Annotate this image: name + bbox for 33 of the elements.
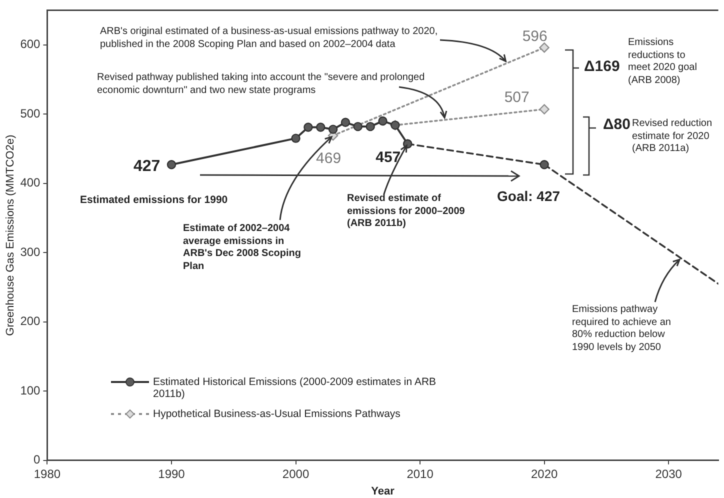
annotation: 596 <box>522 28 548 46</box>
annotation: 427 <box>133 156 160 177</box>
x-tick-label: 2030 <box>655 466 682 481</box>
x-tick-label: 2020 <box>530 466 558 481</box>
annotation: 457 <box>376 148 401 168</box>
annotation: Estimated emissions for 1990 <box>80 194 228 208</box>
annotation: Emissions pathway required to achieve an 80% reduction below 1990 levels by 2050 <box>572 304 672 354</box>
legend-label: Estimated Historical Emissions (2000-2009 estimates in ARB 2011b) <box>153 376 438 400</box>
y-tick-label: 400 <box>20 176 41 190</box>
y-tick-label: 200 <box>20 314 41 328</box>
annotation: Revised reduction estimate for 2020 (ARB 2011a) <box>632 118 714 156</box>
annotation: Revised pathway published taking into account the "severe and prolonged economic downturn" and two new state programs <box>97 72 426 97</box>
annotation: ARB's original estimated of a business-as-usual emissions pathway to 2020, published in the 2008 Scoping Plan and based on 2002–2004 data <box>100 26 439 51</box>
y-tick-label: 0 <box>34 452 41 467</box>
annotation: 469 <box>316 150 342 168</box>
annotation: 507 <box>504 89 530 108</box>
annotation: Emissions reductions to meet 2020 goal (ARB 2008) <box>628 37 698 87</box>
y-tick-label: 300 <box>20 244 41 259</box>
annotation: Δ169 <box>584 58 620 77</box>
annotation: Goal: 427 <box>497 188 560 206</box>
x-tick-label: 2010 <box>406 466 434 481</box>
annotation: Δ80 <box>603 116 630 135</box>
y-tick-label: 500 <box>20 106 41 120</box>
annotation: Revised estimate of emissions for 2000–2009 (ARB 2011b) <box>347 193 466 230</box>
x-tick-label: 1990 <box>158 466 186 481</box>
annotation: Estimate of 2002–2004 average emissions in ARB's Dec 2008 Scoping Plan <box>183 223 302 273</box>
y-axis-title: Greenhouse Gas Emissions (MMTCO2e) <box>4 134 17 336</box>
legend-label: Hypothetical Business-as-Usual Emissions Pathways <box>153 408 400 420</box>
x-tick-label: 1980 <box>34 466 61 481</box>
y-tick-label: 600 <box>20 37 41 52</box>
x-tick-label: 2000 <box>282 466 310 481</box>
x-axis-title: Year <box>371 485 396 498</box>
y-tick-label: 100 <box>20 383 41 398</box>
